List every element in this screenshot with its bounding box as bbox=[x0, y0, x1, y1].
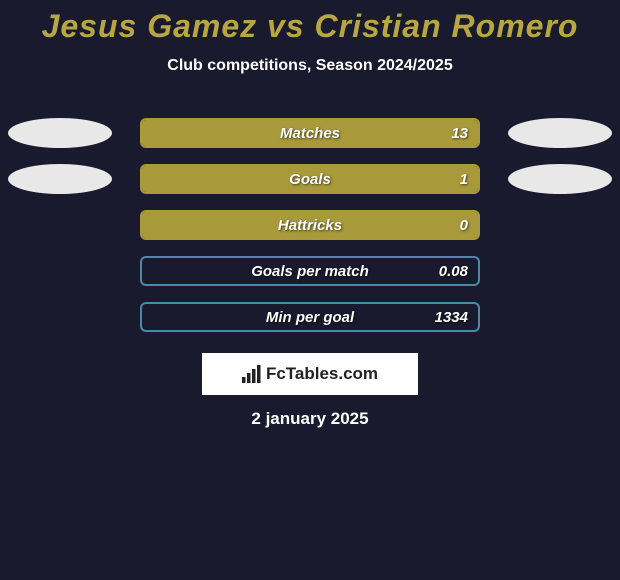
stat-row: Goals1 bbox=[0, 163, 620, 195]
stat-value: 1334 bbox=[435, 309, 468, 326]
subtitle: Club competitions, Season 2024/2025 bbox=[0, 57, 620, 75]
stat-label: Goals per match bbox=[142, 263, 478, 280]
player-right-ellipse bbox=[508, 118, 612, 148]
player-left-ellipse bbox=[8, 118, 112, 148]
bars-icon bbox=[242, 365, 262, 383]
stat-label: Matches bbox=[142, 125, 478, 142]
logo-text: FcTables.com bbox=[266, 364, 378, 384]
stat-bar: Goals1 bbox=[140, 164, 480, 194]
page-title: Jesus Gamez vs Cristian Romero bbox=[0, 8, 620, 45]
stat-bar: Goals per match0.08 bbox=[140, 256, 480, 286]
date: 2 january 2025 bbox=[0, 409, 620, 429]
stat-row: Matches13 bbox=[0, 117, 620, 149]
player-right-ellipse bbox=[508, 164, 612, 194]
stat-value: 0.08 bbox=[439, 263, 468, 280]
stat-label: Hattricks bbox=[142, 217, 478, 234]
stat-bar: Matches13 bbox=[140, 118, 480, 148]
stat-label: Min per goal bbox=[142, 309, 478, 326]
logo: FcTables.com bbox=[242, 364, 378, 384]
stat-bar: Hattricks0 bbox=[140, 210, 480, 240]
stat-row: Goals per match0.08 bbox=[0, 255, 620, 287]
logo-box: FcTables.com bbox=[202, 353, 418, 395]
stat-bar: Min per goal1334 bbox=[140, 302, 480, 332]
stat-label: Goals bbox=[142, 171, 478, 188]
stat-value: 1 bbox=[460, 171, 468, 188]
comparison-card: Jesus Gamez vs Cristian Romero Club comp… bbox=[0, 0, 620, 429]
stat-row: Min per goal1334 bbox=[0, 301, 620, 333]
stat-value: 13 bbox=[451, 125, 468, 142]
stat-row: Hattricks0 bbox=[0, 209, 620, 241]
stat-value: 0 bbox=[460, 217, 468, 234]
stat-rows: Matches13 Goals1 Hattricks0 Goals per match… bbox=[0, 117, 620, 333]
player-left-ellipse bbox=[8, 164, 112, 194]
